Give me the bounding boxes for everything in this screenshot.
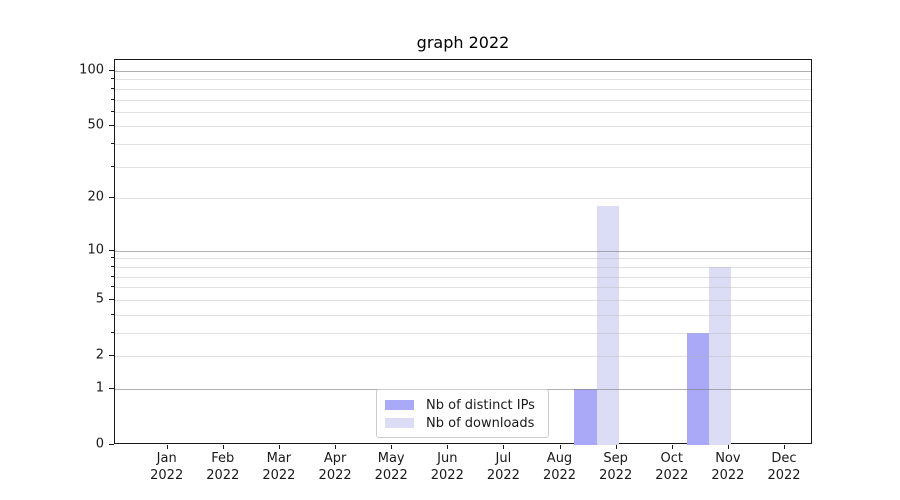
x-tick-mark bbox=[222, 445, 224, 449]
y-tick-label: 50 bbox=[87, 117, 104, 133]
bar-nov-s1 bbox=[709, 266, 732, 445]
y-tick-mark bbox=[109, 387, 114, 389]
y-minor-tick-mark bbox=[111, 275, 114, 277]
y-minor-tick-mark bbox=[111, 286, 114, 288]
gridline-y70 bbox=[115, 99, 811, 101]
x-tick-label-feb: Feb 2022 bbox=[206, 451, 240, 483]
gridline-y4 bbox=[115, 314, 811, 316]
x-tick-label-oct: Oct 2022 bbox=[655, 451, 689, 483]
plot-area bbox=[114, 59, 812, 445]
legend-label: Nb of downloads bbox=[426, 415, 535, 431]
y-tick-label: 0 bbox=[95, 436, 104, 452]
y-tick-label: 1 bbox=[95, 380, 104, 396]
legend-swatch bbox=[385, 400, 414, 410]
gridline-y5 bbox=[115, 299, 811, 301]
x-tick-mark bbox=[166, 445, 168, 449]
gridline-y50 bbox=[115, 126, 811, 128]
y-tick-label: 2 bbox=[95, 347, 104, 363]
x-tick-mark bbox=[503, 445, 505, 449]
bar-sep-s1 bbox=[596, 206, 620, 445]
x-tick-label-jul: Jul 2022 bbox=[486, 451, 520, 483]
y-minor-tick-mark bbox=[111, 257, 114, 259]
gridline-y20 bbox=[115, 198, 811, 200]
y-minor-tick-mark bbox=[111, 165, 114, 167]
y-minor-tick-mark bbox=[111, 313, 114, 315]
x-tick-mark bbox=[671, 445, 673, 449]
gridline-y8 bbox=[115, 266, 811, 268]
gridline-y6 bbox=[115, 287, 811, 289]
x-tick-label-aug: Aug 2022 bbox=[542, 451, 577, 483]
y-minor-tick-mark bbox=[111, 87, 114, 89]
legend: Nb of distinct IPs Nb of downloads bbox=[376, 389, 549, 438]
y-minor-tick-mark bbox=[111, 331, 114, 333]
y-tick-mark bbox=[109, 70, 114, 71]
gridline-y90 bbox=[115, 79, 811, 81]
y-tick-mark bbox=[109, 197, 114, 199]
y-minor-tick-mark bbox=[111, 265, 114, 267]
x-tick-mark bbox=[278, 445, 280, 449]
x-tick-mark bbox=[447, 445, 449, 449]
legend-swatch bbox=[385, 418, 414, 428]
y-tick-mark bbox=[109, 355, 114, 356]
x-tick-label-mar: Mar 2022 bbox=[262, 451, 296, 483]
y-minor-tick-mark bbox=[111, 78, 114, 80]
x-tick-label-may: May 2022 bbox=[374, 451, 408, 483]
gridline-y60 bbox=[115, 111, 811, 113]
y-tick-label: 10 bbox=[87, 242, 104, 258]
chart-title: graph 2022 bbox=[416, 33, 510, 52]
x-tick-label-dec: Dec 2022 bbox=[767, 451, 801, 483]
y-minor-tick-mark bbox=[111, 110, 114, 112]
x-tick-mark bbox=[559, 445, 561, 449]
gridline-y2 bbox=[115, 356, 811, 357]
legend-row: Nb of distinct IPs bbox=[385, 396, 548, 414]
y-tick-label: 20 bbox=[87, 189, 104, 205]
gridline-y10 bbox=[115, 250, 811, 252]
x-tick-label-jan: Jan 2022 bbox=[150, 451, 184, 483]
x-tick-mark bbox=[391, 445, 393, 449]
gridline-y3 bbox=[115, 332, 811, 334]
x-tick-label-nov: Nov 2022 bbox=[711, 451, 745, 483]
gridline-y30 bbox=[115, 166, 811, 168]
x-tick-mark bbox=[784, 445, 785, 449]
y-tick-mark bbox=[109, 298, 114, 300]
gridline-y9 bbox=[115, 258, 811, 260]
x-tick-label-jun: Jun 2022 bbox=[430, 451, 464, 483]
gridline-y7 bbox=[115, 276, 811, 278]
bars-layer bbox=[115, 60, 811, 445]
y-tick-mark bbox=[109, 444, 114, 445]
gridline-y100 bbox=[115, 71, 811, 72]
gridline-y40 bbox=[115, 144, 811, 146]
y-minor-tick-mark bbox=[111, 143, 114, 145]
legend-label: Nb of distinct IPs bbox=[426, 397, 535, 413]
bar-sep-s0 bbox=[574, 388, 597, 445]
x-tick-mark bbox=[727, 445, 729, 449]
y-tick-mark bbox=[109, 249, 114, 251]
y-minor-tick-mark bbox=[111, 98, 114, 100]
y-tick-label: 5 bbox=[95, 291, 104, 307]
gridline-y80 bbox=[115, 88, 811, 90]
y-tick-mark bbox=[109, 125, 114, 127]
legend-row: Nb of downloads bbox=[385, 414, 548, 432]
x-tick-mark bbox=[335, 445, 337, 449]
grid-layer bbox=[115, 60, 811, 443]
x-tick-label-sep: Sep 2022 bbox=[599, 451, 633, 483]
y-tick-label: 100 bbox=[79, 62, 104, 78]
x-tick-label-apr: Apr 2022 bbox=[318, 451, 352, 483]
x-tick-mark bbox=[615, 445, 617, 449]
